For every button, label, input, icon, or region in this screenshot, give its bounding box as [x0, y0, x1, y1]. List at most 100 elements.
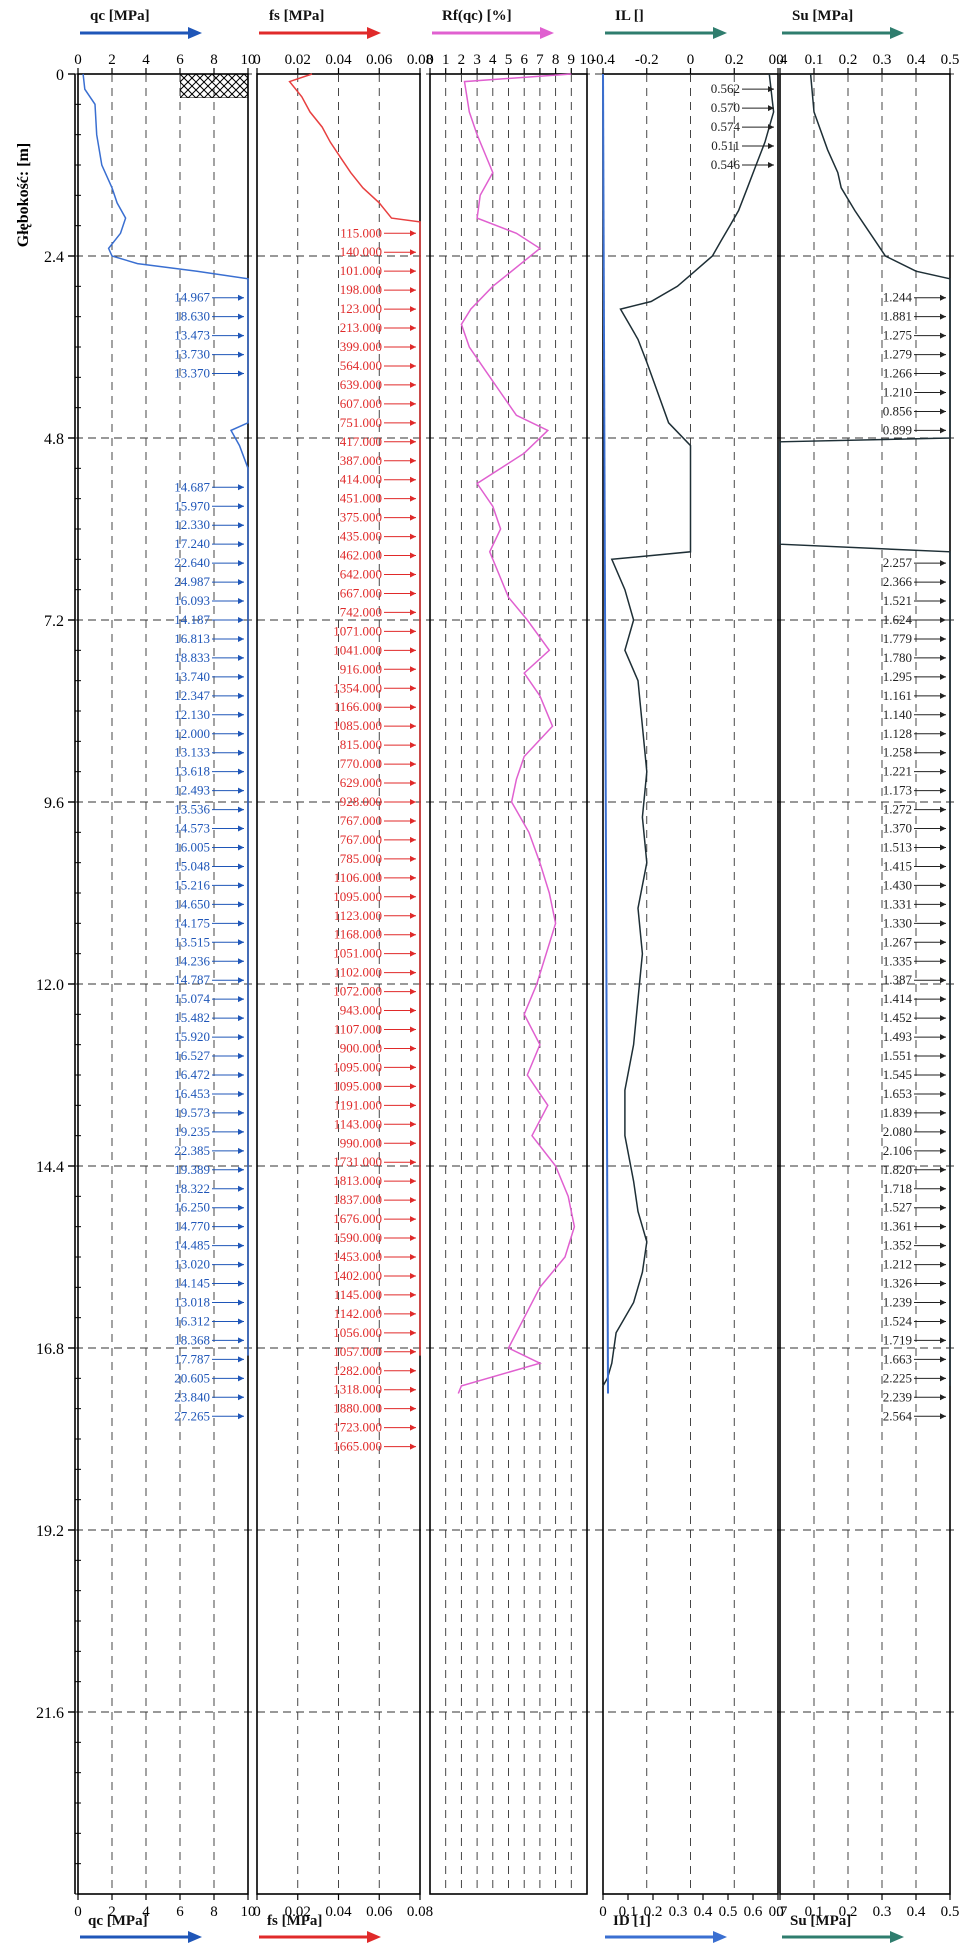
value-arrow-head: [410, 836, 416, 843]
value-arrow-head: [940, 598, 946, 605]
value-arrow-head: [238, 1147, 244, 1154]
value-arrow-head: [238, 370, 244, 377]
depth-axis-label: Głębokość: [m]: [15, 143, 32, 247]
hatch-stroke: [235, 85, 248, 98]
panel-tick-label: 0.1: [805, 52, 824, 68]
panel-top-label: IL []: [615, 8, 644, 24]
panel-top-label: Su [MPa]: [792, 8, 853, 24]
value-label: 607.000: [340, 396, 382, 411]
value-arrow-head: [410, 780, 416, 787]
value-arrow-head: [238, 1090, 244, 1097]
value-arrow-head: [410, 817, 416, 824]
panel-bottom-tick-label: 10: [241, 1904, 256, 1920]
value-label: 990.000: [340, 1135, 382, 1150]
value-arrow-head: [238, 1356, 244, 1363]
value-label: 16.453: [174, 1086, 210, 1101]
value-label: 1813.000: [333, 1173, 382, 1188]
value-arrow-head: [410, 230, 416, 237]
value-label: 13.473: [174, 328, 210, 343]
value-arrow-head: [238, 1072, 244, 1078]
value-arrow-head: [410, 1045, 416, 1052]
value-label: 1.267: [883, 934, 913, 949]
value-label: 14.967: [174, 290, 210, 305]
value-arrow-head: [410, 1026, 416, 1033]
value-arrow-head: [238, 503, 244, 510]
value-label: 1.719: [883, 1332, 912, 1347]
value-arrow-head: [238, 1280, 244, 1287]
panel-tick-label: 0.3: [873, 52, 892, 68]
value-arrow-head: [410, 609, 416, 616]
value-arrow-head: [940, 996, 946, 1003]
value-arrow-head: [410, 1348, 416, 1355]
value-label: 1056.000: [333, 1325, 382, 1340]
value-label: 2.366: [883, 574, 913, 589]
value-arrow-head: [410, 742, 416, 749]
value-arrow-head: [940, 1015, 946, 1022]
value-label: 767.000: [340, 832, 382, 847]
value-arrow-head: [940, 825, 946, 832]
value-label: 1071.000: [333, 623, 382, 638]
value-label: 16.527: [174, 1048, 210, 1063]
panel-tick-label: 6: [176, 52, 184, 68]
value-label: 101.000: [340, 263, 382, 278]
depth-tick-label: 9.6: [44, 795, 64, 812]
value-arrow-head: [410, 400, 416, 407]
panel-tick-label: 0.04: [325, 52, 352, 68]
value-label: 1.415: [883, 858, 912, 873]
value-label: 0.899: [883, 422, 912, 437]
value-arrow-head: [410, 1178, 416, 1185]
value-arrow-head: [238, 920, 244, 927]
value-label: 1590.000: [333, 1230, 382, 1245]
value-arrow-head: [410, 1197, 416, 1204]
panel-bottom-label: qc [MPa]: [88, 1913, 148, 1929]
value-label: 2.239: [883, 1389, 912, 1404]
value-arrow-head: [940, 977, 946, 984]
value-arrow-head: [238, 977, 244, 984]
value-arrow-head: [238, 1318, 244, 1325]
panel-bottom-arrow-head: [713, 1931, 727, 1943]
value-arrow-head: [940, 654, 946, 661]
value-label: 13.536: [174, 802, 210, 817]
value-arrow-head: [940, 1147, 946, 1154]
value-arrow-head: [940, 806, 946, 813]
value-label: 1.221: [883, 764, 912, 779]
value-arrow-head: [238, 351, 244, 358]
value-label: 123.000: [340, 301, 382, 316]
panel-tick-label: 0.06: [366, 52, 393, 68]
value-arrow-head: [410, 912, 416, 919]
value-arrow-head: [410, 761, 416, 768]
value-label: 15.970: [174, 498, 210, 513]
value-label: 1.493: [883, 1029, 912, 1044]
value-arrow-head: [410, 969, 416, 976]
value-arrow-head: [238, 692, 244, 699]
value-label: 2.225: [883, 1370, 912, 1385]
value-label: 1.275: [883, 328, 912, 343]
value-arrow-head: [238, 579, 244, 586]
value-label: 213.000: [340, 320, 382, 335]
value-arrow-head: [940, 1337, 946, 1344]
value-label: 1676.000: [333, 1211, 382, 1226]
hatch-stroke: [260, 74, 284, 98]
value-arrow-head: [410, 988, 416, 995]
value-arrow-head: [410, 438, 416, 445]
panel-tick-label: 10: [580, 52, 595, 68]
value-arrow-head: [940, 1318, 946, 1325]
value-arrow-head: [238, 1204, 244, 1211]
panel-bottom-tick-label: 0.3: [669, 1904, 688, 1920]
value-label: 0.546: [711, 157, 741, 172]
panel-rf: 0 1 2 3 4 5 6 7 8 9 10 Rf(qc) [%]: [426, 8, 595, 1895]
value-label: 1.210: [883, 385, 912, 400]
panel-bottom-label: ID [1]: [613, 1913, 651, 1929]
value-label: 642.000: [340, 567, 382, 582]
depth-axis: 0 2.4 4.8 7.2 9.6 12.0 14.4 16.8 19.2 21.6 Głęboko…: [15, 67, 955, 1895]
value-label: 13.020: [174, 1257, 210, 1272]
value-label: 1.663: [883, 1351, 912, 1366]
value-arrow-head: [410, 685, 416, 692]
panel-top-arrow-head: [367, 27, 381, 39]
value-arrow-head: [410, 723, 416, 730]
value-arrow-head: [940, 901, 946, 908]
value-arrow-head: [410, 855, 416, 862]
value-label: 1.361: [883, 1219, 912, 1234]
value-arrow-head: [940, 787, 946, 794]
value-arrow-head: [410, 1083, 416, 1090]
